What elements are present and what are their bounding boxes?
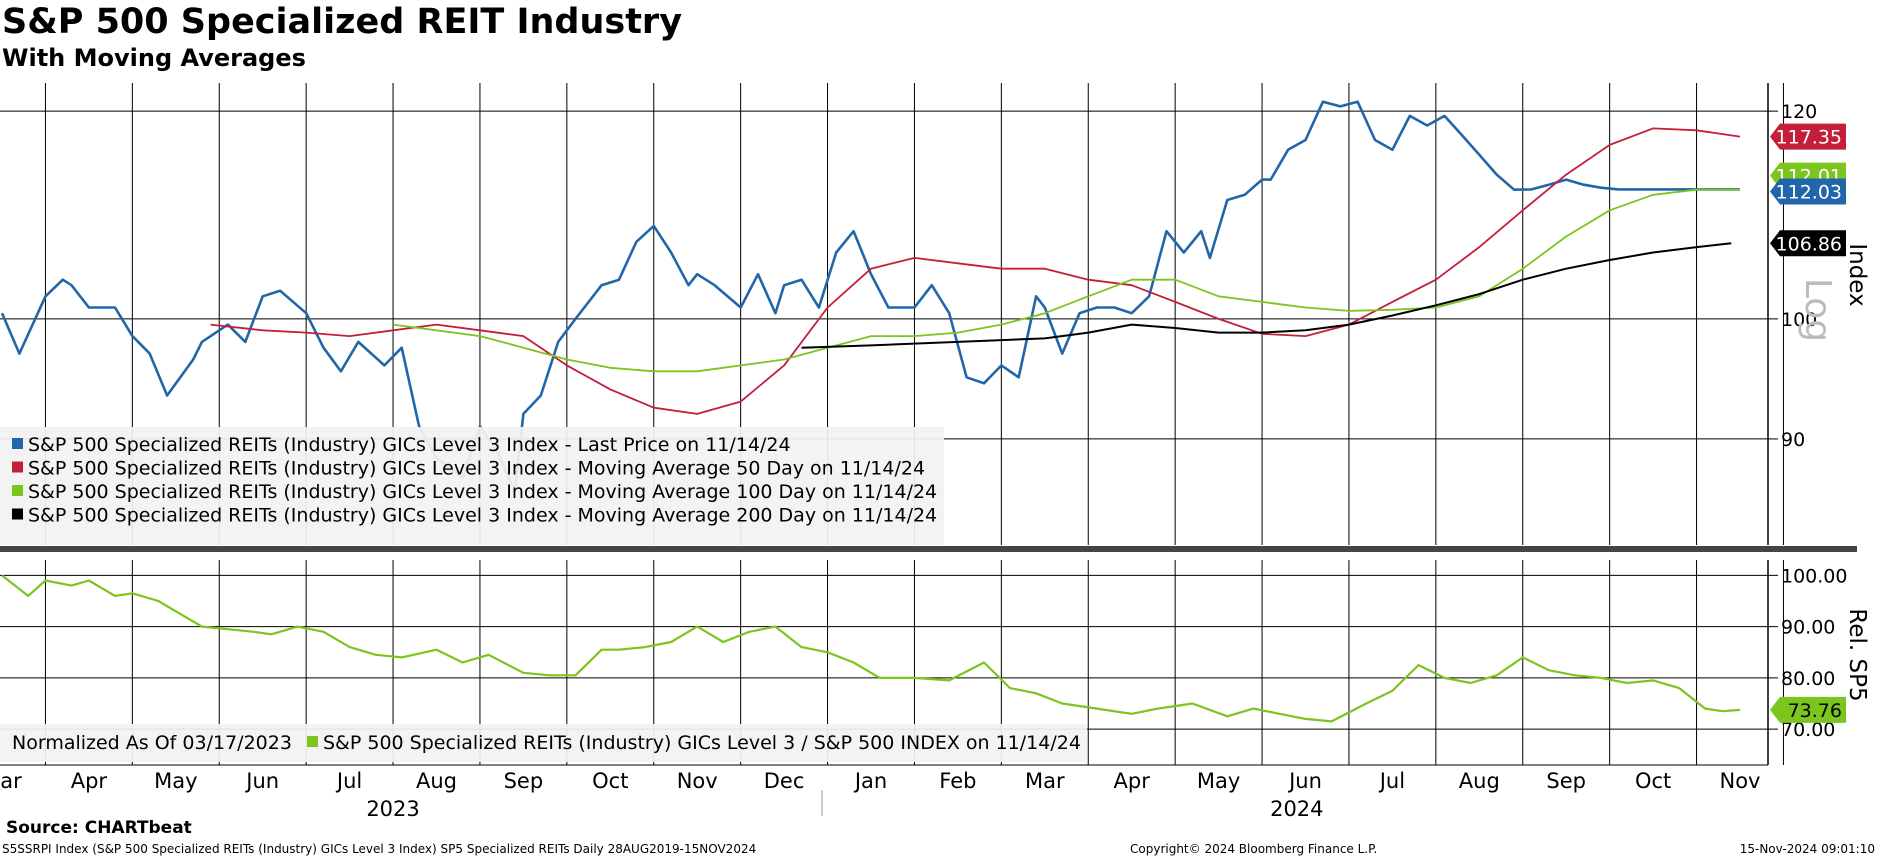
legend-label-last: S&P 500 Specialized REITs (Industry) GIC… (28, 434, 791, 456)
x-month-label: Oct (1635, 769, 1671, 793)
series-line-relative (1, 574, 1741, 723)
legend-label-relative: S&P 500 Specialized REITs (Industry) GIC… (323, 732, 1081, 754)
x-month-label: May (1197, 769, 1240, 793)
relative-last-tag: 73.76 (1770, 696, 1846, 723)
top-legend-box (0, 427, 944, 545)
series-line-ma200 (801, 242, 1732, 349)
legend-swatch-last (12, 438, 23, 449)
x-month-label: Aug (1459, 769, 1500, 793)
x-month-label: Feb (939, 769, 976, 793)
x-month-label: Aug (416, 769, 457, 793)
bottom-y-axis-title: Rel. SP5 (1844, 608, 1870, 701)
x-month-label: Oct (592, 769, 628, 793)
top-y-tick-label: 120 (1781, 101, 1817, 123)
x-month-label: Jul (1378, 769, 1405, 793)
x-month-label: May (154, 769, 197, 793)
x-month-label: Nov (677, 769, 718, 793)
x-month-label: Dec (764, 769, 805, 793)
legend-label-ma200: S&P 500 Specialized REITs (Industry) GIC… (28, 505, 937, 527)
series-line-last (0, 100, 1740, 493)
source-label: Source: CHARTbeat (6, 818, 192, 838)
bottom-y-tick-label: 80.00 (1781, 668, 1835, 690)
top-y-tick-label: 100 (1781, 309, 1817, 331)
ma50-last-tag-value: 117.35 (1776, 127, 1842, 149)
legend-swatch-ma100 (12, 485, 23, 496)
legend-label-ma100: S&P 500 Specialized REITs (Industry) GIC… (28, 481, 937, 503)
legend-swatch-ma50 (12, 461, 23, 473)
footer-copyright: Copyright© 2024 Bloomberg Finance L.P. (1130, 842, 1378, 856)
top-y-axis-title: Index (1844, 243, 1870, 306)
ma200-last-tag-box (1770, 230, 1846, 257)
x-month-label: Apr (1114, 769, 1151, 793)
last-price-tag-box (1770, 178, 1846, 205)
series-line-ma100 (392, 188, 1741, 373)
top-y-tick-label: 90 (1781, 429, 1805, 451)
relative-last-tag-value: 73.76 (1788, 700, 1842, 722)
bottom-legend-box (0, 724, 1087, 762)
panel-separator (0, 546, 1857, 552)
x-year-label: 2024 (1270, 797, 1323, 821)
relative-last-tag-box (1770, 696, 1846, 723)
x-month-label: Mar (0, 769, 22, 793)
chart-subtitle: With Moving Averages (2, 44, 306, 72)
ma200-last-tag-value: 106.86 (1776, 233, 1842, 255)
last-price-tag: 112.03 (1770, 178, 1846, 205)
x-month-label: Jun (1287, 769, 1322, 793)
bottom-y-tick-label: 100.00 (1781, 565, 1847, 587)
x-month-label: Jan (853, 769, 887, 793)
x-year-label: 2023 (366, 797, 419, 821)
normalized-annotation: Normalized As Of 03/17/2023 (12, 732, 292, 754)
footer-timestamp: 15-Nov-2024 09:01:10 (1739, 842, 1875, 856)
x-month-label: Mar (1025, 769, 1065, 793)
x-month-label: Nov (1720, 769, 1761, 793)
footer-ticker-info: S5SSRPI Index (S&P 500 Specialized REITs… (2, 842, 757, 856)
series-line-ma50 (210, 127, 1741, 415)
legend-swatch-relative (307, 736, 318, 747)
bottom-y-tick-label: 90.00 (1781, 617, 1835, 639)
legend-swatch-ma200 (12, 508, 23, 520)
last-price-tag-value: 112.03 (1776, 181, 1842, 203)
x-month-label: Apr (71, 769, 108, 793)
x-month-label: Sep (1546, 769, 1586, 793)
chart-title: S&P 500 Specialized REIT Industry (2, 2, 683, 42)
x-month-label: Jul (335, 769, 362, 793)
x-month-label: Sep (504, 769, 544, 793)
legend-label-ma50: S&P 500 Specialized REITs (Industry) GIC… (28, 458, 925, 480)
log-scale-label: Log (1797, 278, 1838, 342)
x-month-label: Jun (244, 769, 279, 793)
bottom-y-tick-label: 70.00 (1781, 719, 1835, 741)
ma200-last-tag: 106.86 (1770, 230, 1846, 257)
ma50-last-tag: 117.35 (1770, 123, 1846, 150)
ma50-last-tag-box (1770, 123, 1846, 150)
